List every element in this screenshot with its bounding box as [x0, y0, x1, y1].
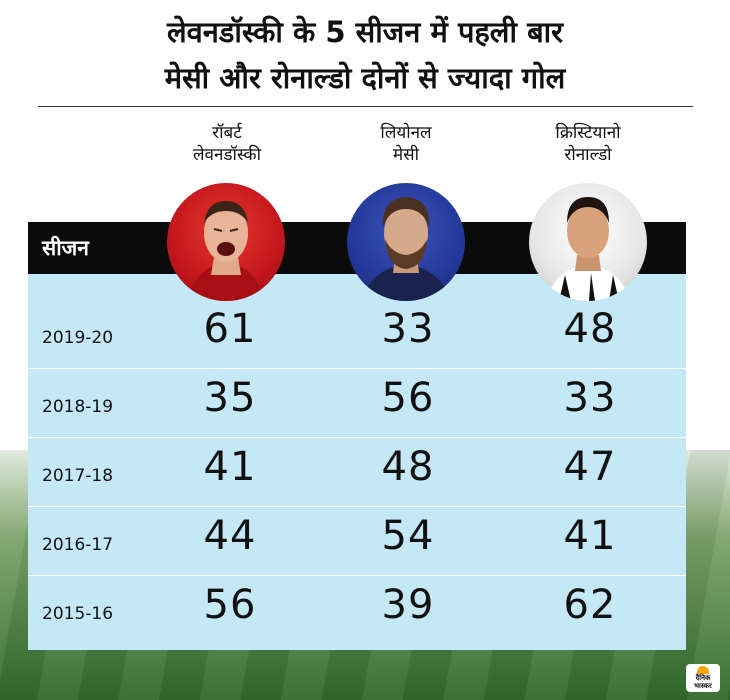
- table-row: 2018-19 35 56 33: [28, 369, 686, 438]
- player-name-lewandowski: रॉबर्ट लेवनडॉस्की: [137, 122, 317, 166]
- lewandowski-goals: 61: [203, 306, 257, 352]
- lewandowski-goals: 56: [203, 582, 257, 628]
- season-label: 2015-16: [42, 604, 114, 624]
- lewandowski-goals: 41: [203, 444, 257, 490]
- messi-photo: [347, 183, 465, 301]
- messi-goals: 56: [381, 375, 435, 421]
- messi-goals: 39: [381, 582, 435, 628]
- table-row: 2015-16 56 39 62: [28, 576, 686, 644]
- player-name-line1: क्रिस्टियानो: [555, 123, 621, 143]
- player-name-line1: रॉबर्ट: [212, 123, 242, 143]
- table-row: 2016-17 44 54 41: [28, 507, 686, 576]
- ronaldo-goals: 41: [563, 513, 617, 559]
- ronaldo-goals: 47: [563, 444, 617, 490]
- player-name-ronaldo: क्रिस्टियानो रोनाल्डो: [498, 122, 678, 166]
- lewandowski-photo: [167, 183, 285, 301]
- logo-sun-icon: [697, 666, 709, 674]
- player-name-line2: मेसी: [392, 145, 420, 165]
- player-name-messi: लियोनल मेसी: [316, 122, 496, 166]
- logo-line2: भास्कर: [694, 682, 712, 690]
- table-row: 2019-20 61 33 48: [28, 300, 686, 369]
- messi-goals: 54: [381, 513, 435, 559]
- table-body: [28, 274, 686, 650]
- messi-goals: 33: [381, 306, 435, 352]
- season-label: 2016-17: [42, 535, 114, 555]
- title-line-2: मेसी और रोनाल्डो दोनों से ज्यादा गोल: [164, 61, 566, 95]
- ronaldo-goals: 33: [563, 375, 617, 421]
- logo-line1: दैनिक: [695, 674, 711, 682]
- table-row: 2017-18 41 48 47: [28, 438, 686, 507]
- season-column-header: सीजन: [42, 236, 89, 260]
- player-name-line2: लेवनडॉस्की: [193, 145, 261, 165]
- dainik-bhaskar-logo: दैनिक भास्कर: [686, 664, 720, 692]
- player-name-line2: रोनाल्डो: [564, 145, 612, 165]
- lewandowski-goals: 44: [203, 513, 257, 559]
- lewandowski-goals: 35: [203, 375, 257, 421]
- ronaldo-photo: [529, 183, 647, 301]
- ronaldo-goals: 62: [563, 582, 617, 628]
- title-divider: [38, 106, 693, 107]
- messi-goals: 48: [381, 444, 435, 490]
- season-label: 2018-19: [42, 397, 114, 417]
- season-label: 2017-18: [42, 466, 114, 486]
- season-label: 2019-20: [42, 328, 114, 348]
- ronaldo-goals: 48: [563, 306, 617, 352]
- title-line-1: लेवनडॉस्की के 5 सीजन में पहली बार: [166, 15, 564, 49]
- player-name-line1: लियोनल: [380, 123, 432, 143]
